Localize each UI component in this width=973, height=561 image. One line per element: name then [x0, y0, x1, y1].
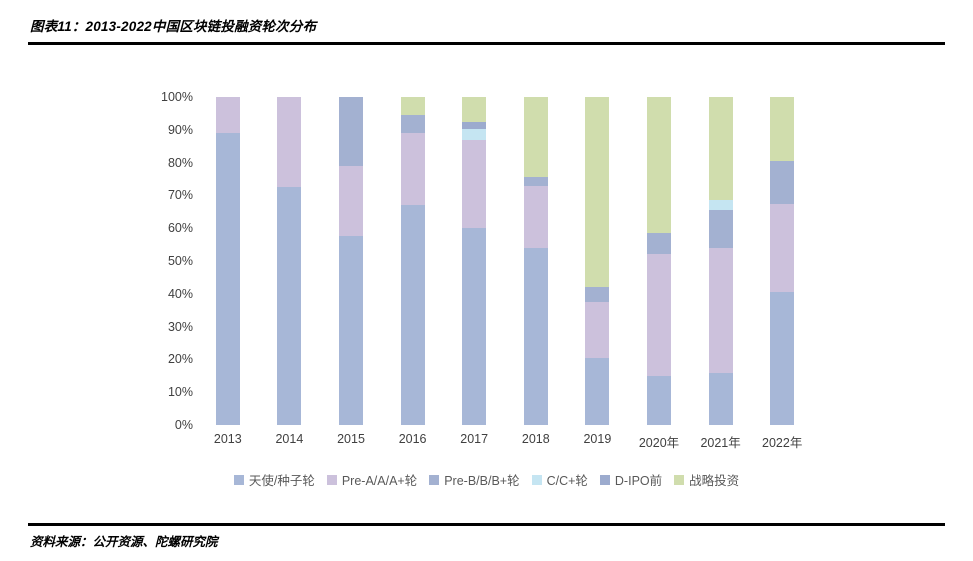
bar-segment	[400, 115, 425, 134]
bar-segment	[647, 97, 671, 234]
bar-2020年	[647, 97, 671, 425]
legend-label: Pre-A/A/A+轮	[341, 474, 418, 488]
bar-segment	[462, 128, 487, 140]
x-axis-tick-label: 2013	[213, 432, 242, 446]
bar-2015	[339, 97, 363, 425]
bar-2021年	[708, 97, 733, 425]
bar-segment	[339, 165, 363, 237]
bar-segment	[647, 254, 671, 376]
bar-segment	[585, 97, 610, 288]
legend-label: D-IPO前	[614, 474, 663, 488]
x-axis-tick-label: 2015	[337, 432, 365, 446]
source-note: 资料来源：公开资源、陀螺研究院	[30, 535, 218, 549]
bar-2016	[400, 97, 425, 425]
x-axis-tick-label: 2014	[275, 432, 304, 446]
bar-segment	[585, 357, 610, 425]
bar-segment	[523, 247, 548, 425]
bar-2017	[462, 97, 487, 425]
bar-segment	[339, 236, 363, 425]
bar-segment	[585, 287, 610, 302]
y-axis-tick-label: 80%	[167, 155, 193, 170]
y-axis-tick-label: 10%	[167, 385, 193, 400]
legend-item: Pre-A/A/A+轮	[326, 470, 418, 489]
bar-segment	[770, 292, 795, 425]
bar-segment	[523, 97, 548, 178]
bar-segment	[400, 205, 425, 425]
legend-swatch-icon	[531, 474, 542, 485]
bar-segment	[339, 97, 363, 166]
legend-swatch-icon	[326, 474, 337, 485]
y-axis-tick-label: 50%	[167, 254, 193, 268]
legend-item: D-IPO前	[599, 470, 663, 489]
header-divider	[28, 42, 945, 45]
bar-2019	[585, 97, 610, 425]
bar-segment	[770, 203, 795, 293]
bar-segment	[523, 177, 548, 186]
bar-segment	[770, 160, 795, 204]
bar-segment	[400, 133, 425, 206]
y-axis-tick-label: 100%	[161, 90, 193, 104]
legend-label: 战略投资	[689, 474, 740, 488]
legend-item: 天使/种子轮	[233, 470, 315, 489]
legend-item: C/C+轮	[531, 470, 588, 489]
bar-segment	[277, 97, 302, 187]
bar-segment	[462, 139, 487, 229]
bar-2018	[523, 97, 548, 425]
bar-segment	[708, 200, 733, 211]
stacked-bar-chart: 0% 10% 20% 30% 40% 50% 60% 70% 80% 90% 100% 2013 20…	[0, 90, 973, 489]
y-axis-tick-label: 20%	[167, 352, 193, 367]
x-axis-tick-label: 2020年	[638, 436, 680, 450]
legend-item: Pre-B/B/B+轮	[429, 470, 520, 489]
bar-2022年	[770, 97, 795, 425]
bar-segment	[585, 302, 610, 358]
bar-segment	[708, 372, 733, 425]
bar-segment	[647, 233, 671, 255]
x-axis-tick-label: 2016	[398, 432, 427, 446]
bar-segment	[708, 97, 733, 201]
legend-swatch-icon	[599, 474, 610, 485]
chart-title: 图表11：2013-2022中国区块链投融资轮次分布	[30, 19, 317, 34]
bar-segment	[277, 186, 302, 425]
x-axis-tick-label: 2021年	[700, 436, 741, 450]
bar-segment	[215, 97, 240, 134]
bar-segment	[770, 97, 795, 161]
legend-label: Pre-B/B/B+轮	[444, 474, 520, 488]
legend-swatch-icon	[429, 474, 440, 485]
y-axis-tick-label: 30%	[167, 319, 193, 334]
bar-2013	[215, 97, 240, 425]
bar-segment	[708, 247, 733, 373]
bar-segment	[400, 97, 425, 116]
y-axis-tick-label: 90%	[167, 122, 193, 137]
bar-segment	[462, 228, 487, 425]
y-axis-tick-label: 40%	[167, 286, 193, 301]
y-axis-tick-label: 70%	[167, 188, 193, 203]
x-axis-tick-label: 2022年	[762, 436, 803, 450]
legend-item: 战略投资	[674, 470, 739, 489]
bar-segment	[462, 121, 487, 129]
y-axis-tick-label: 0%	[174, 418, 193, 432]
legend-swatch-icon	[233, 474, 244, 485]
legend-swatch-icon	[674, 474, 685, 485]
bar-segment	[215, 133, 240, 425]
legend-label: C/C+轮	[546, 474, 588, 488]
bar-2014	[277, 97, 302, 425]
x-axis-tick-label: 2018	[521, 432, 550, 446]
x-axis-tick-label: 2017	[460, 432, 489, 446]
bar-segment	[708, 210, 733, 248]
x-axis-tick-label: 2019	[583, 432, 612, 446]
bar-segment	[647, 375, 671, 425]
plot-area	[197, 97, 813, 425]
footer-divider	[28, 523, 945, 526]
chart-legend: 天使/种子轮 Pre-A/A/A+轮 Pre-B/B/B+轮 C/C+轮 D-IPO前 战…	[0, 470, 973, 489]
y-axis-tick-label: 60%	[167, 221, 193, 236]
legend-label: 天使/种子轮	[248, 474, 315, 488]
bar-segment	[523, 185, 548, 248]
bar-segment	[462, 97, 487, 122]
